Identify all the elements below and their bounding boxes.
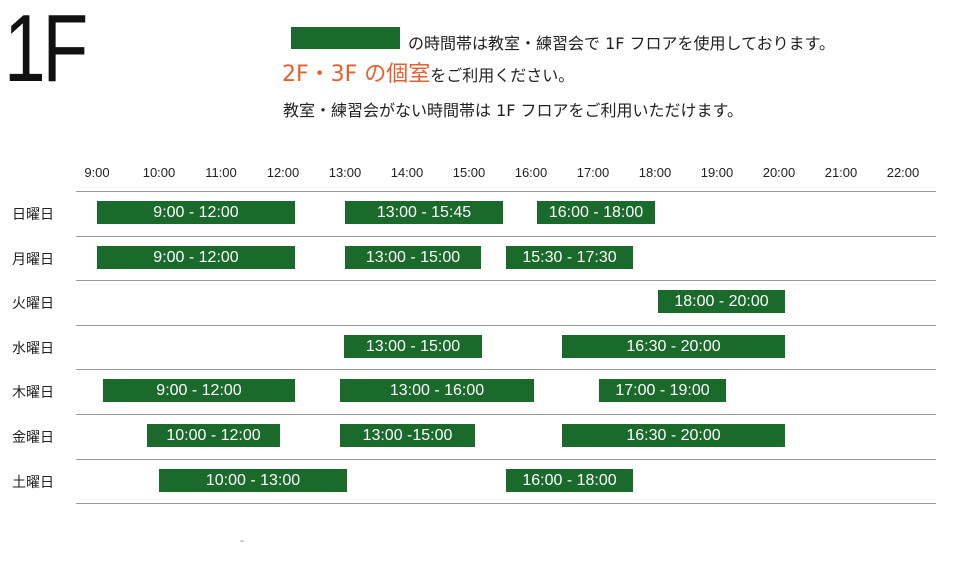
day-label: 月曜日 [12,252,54,268]
notice-highlight: 2F・3F の個室 [282,62,431,87]
notice-line-2-rest: をご利用ください。 [430,66,575,85]
time-slot: 16:00 - 18:00 [537,201,655,224]
time-slot: 17:00 - 19:00 [599,379,726,402]
row-divider [76,191,936,192]
legend-swatch [291,27,400,49]
time-slot: 10:00 - 13:00 [159,469,347,492]
hour-label: 10:00 [142,165,176,180]
row-divider [76,459,936,460]
day-label: 金曜日 [12,430,54,446]
row-divider [76,369,936,370]
time-slot: 9:00 - 12:00 [97,201,295,224]
day-label: 土曜日 [12,475,54,491]
time-slot: 16:00 - 18:00 [506,469,633,492]
hour-label: 17:00 [576,165,610,180]
hour-label: 15:00 [452,165,486,180]
hour-label: 14:00 [390,165,424,180]
time-slot: 9:00 - 12:00 [97,246,295,269]
hour-label: 21:00 [824,165,858,180]
time-slot: 13:00 - 15:00 [344,335,482,358]
day-label: 日曜日 [12,207,54,223]
row-divider [76,236,936,237]
notice-line-2: 2F・3F の個室をご利用ください。 [282,56,574,88]
hour-label: 18:00 [638,165,672,180]
hour-label: 19:00 [700,165,734,180]
day-label: 火曜日 [12,296,54,312]
time-slot: 18:00 - 20:00 [658,290,785,313]
hour-label: 12:00 [266,165,300,180]
time-slot: 16:30 - 20:00 [562,335,785,358]
notice-line-1: の時間帯は教室・練習会で 1F フロアを使用しております。 [408,34,835,53]
time-slot: 13:00 - 15:00 [345,246,481,269]
day-label: 水曜日 [12,341,54,357]
time-slot: 16:30 - 20:00 [562,424,785,447]
row-divider [76,325,936,326]
time-slot: 10:00 - 12:00 [147,424,280,447]
hour-label: 9:00 [84,165,110,180]
day-label: 木曜日 [12,385,54,401]
hour-label: 11:00 [205,165,237,180]
hour-label: 20:00 [762,165,796,180]
footer-mark: - [240,534,244,547]
row-divider [76,503,936,504]
time-slot: 13:00 - 15:45 [345,201,503,224]
row-divider [76,414,936,415]
hour-label: 22:00 [886,165,920,180]
hour-label: 16:00 [514,165,548,180]
notice-line-3: 教室・練習会がない時間帯は 1F フロアをご利用いただけます。 [283,101,743,120]
time-slot: 9:00 - 12:00 [103,379,295,402]
time-slot: 13:00 - 16:00 [340,379,534,402]
time-slot: 15:30 - 17:30 [506,246,633,269]
floor-title: 1F [4,0,88,102]
time-slot: 13:00 -15:00 [340,424,475,447]
row-divider [76,280,936,281]
hour-label: 13:00 [328,165,362,180]
